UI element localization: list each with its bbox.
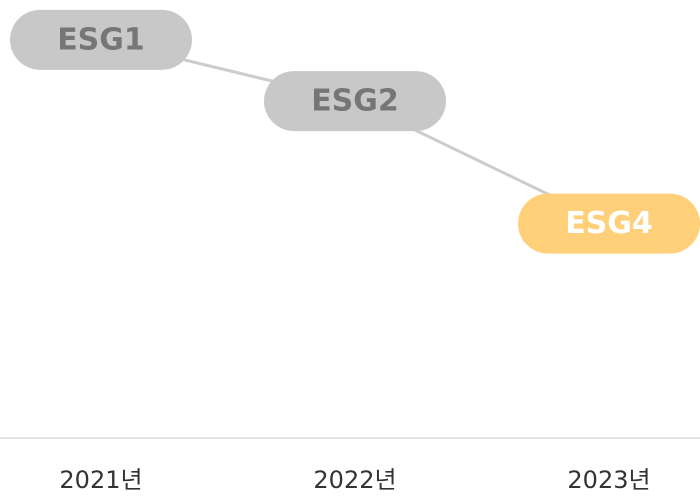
grade-pill [518,193,700,254]
x-tick-label: 2021년 [59,466,142,494]
grade-label: ESG1 [57,22,145,57]
grade-label: ESG2 [311,84,399,119]
trend-line [100,38,610,225]
x-tick-label: 2022년 [313,466,396,494]
grade-pill [10,9,192,70]
grade-pill [264,71,446,132]
grade-label: ESG4 [565,206,653,241]
x-tick-label: 2023년 [567,466,650,494]
